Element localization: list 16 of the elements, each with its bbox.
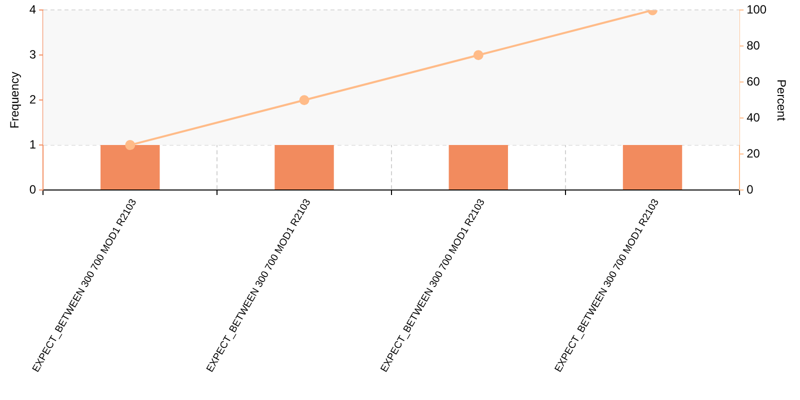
y-tick-label: 4: [29, 2, 36, 17]
y2-tick-label: 40: [746, 110, 760, 124]
y-tick-label: 3: [29, 47, 36, 62]
y2-axis-title: Percent: [774, 79, 788, 122]
y2-tick-label: 60: [746, 74, 760, 88]
y2-tick-label: 100: [746, 2, 767, 17]
y-tick-label: 2: [29, 92, 36, 106]
point: [473, 50, 484, 60]
y-axis-title: Frequency: [8, 72, 22, 128]
y-tick-label: 1: [29, 137, 36, 152]
y2-tick-label: 0: [746, 182, 754, 196]
y2-tick-label: 20: [746, 146, 760, 160]
y-tick-label: 0: [29, 182, 36, 196]
y2-tick-label: 80: [746, 38, 760, 52]
point: [125, 140, 136, 150]
point: [299, 95, 310, 106]
